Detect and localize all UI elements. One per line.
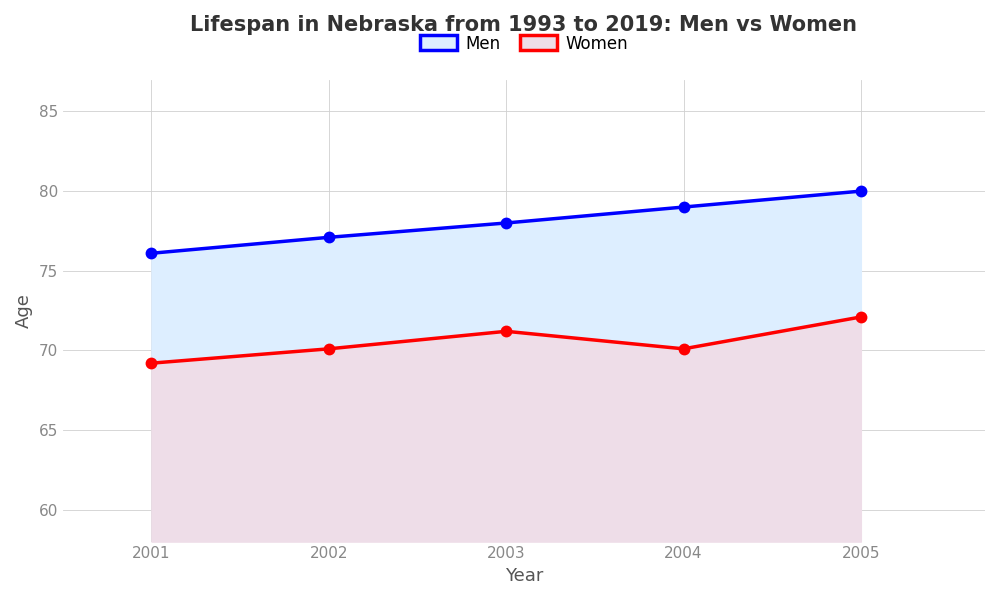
- X-axis label: Year: Year: [505, 567, 543, 585]
- Y-axis label: Age: Age: [15, 293, 33, 328]
- Title: Lifespan in Nebraska from 1993 to 2019: Men vs Women: Lifespan in Nebraska from 1993 to 2019: …: [190, 15, 857, 35]
- Legend: Men, Women: Men, Women: [413, 28, 634, 59]
